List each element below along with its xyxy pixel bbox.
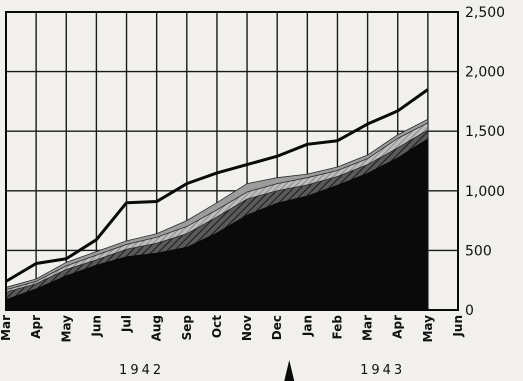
x-tick-label: Jun: [451, 315, 465, 338]
year-labels: 1942 1943: [119, 363, 405, 378]
chart-areas: [5, 118, 429, 311]
line-series-top: [5, 88, 429, 283]
chart-frame: [5, 11, 459, 311]
y-tick-label: 1,500: [465, 124, 505, 140]
x-tick-label: Apr: [391, 315, 405, 339]
x-tick-label: Dec: [270, 315, 284, 340]
x-tick-label: Mar: [0, 315, 13, 341]
arrow-marker: [284, 360, 295, 381]
y-tick-label: 2,500: [465, 5, 505, 21]
x-tick-label: Apr: [29, 315, 43, 339]
x-tick-label: Mar: [361, 315, 375, 341]
chart-top-line: [5, 88, 429, 283]
x-tick-label: Nov: [240, 315, 254, 341]
x-tick-label: Feb: [330, 315, 344, 340]
x-tick-label: Aug: [150, 315, 164, 341]
area-series-1: [6, 138, 428, 310]
plot-frame: [5, 11, 459, 311]
y-tick-label: 2,000: [465, 65, 505, 81]
x-tick-label: Jun: [89, 315, 103, 338]
x-axis-ticks: Mar Apr May Jun Jul Aug Sep Oct Nov Dec Jan Feb Mar A…: [0, 315, 465, 343]
x-tick-label: Jul: [120, 315, 134, 333]
x-tick-label: May: [421, 315, 435, 343]
arrow-up-icon: [284, 360, 295, 381]
x-tick-label: Oct: [210, 315, 224, 338]
y-tick-label: 500: [465, 243, 492, 259]
x-tick-label: Sep: [180, 315, 194, 341]
year-label: 1942: [119, 363, 164, 378]
x-tick-label: Jan: [300, 315, 314, 337]
year-label: 1943: [360, 363, 405, 378]
y-tick-label: 1,000: [465, 184, 505, 200]
y-tick-label: 0: [465, 303, 474, 319]
y-axis-ticks: 0 500 1,000 1,500 2,000 2,500: [465, 5, 505, 319]
x-tick-label: May: [59, 315, 73, 343]
